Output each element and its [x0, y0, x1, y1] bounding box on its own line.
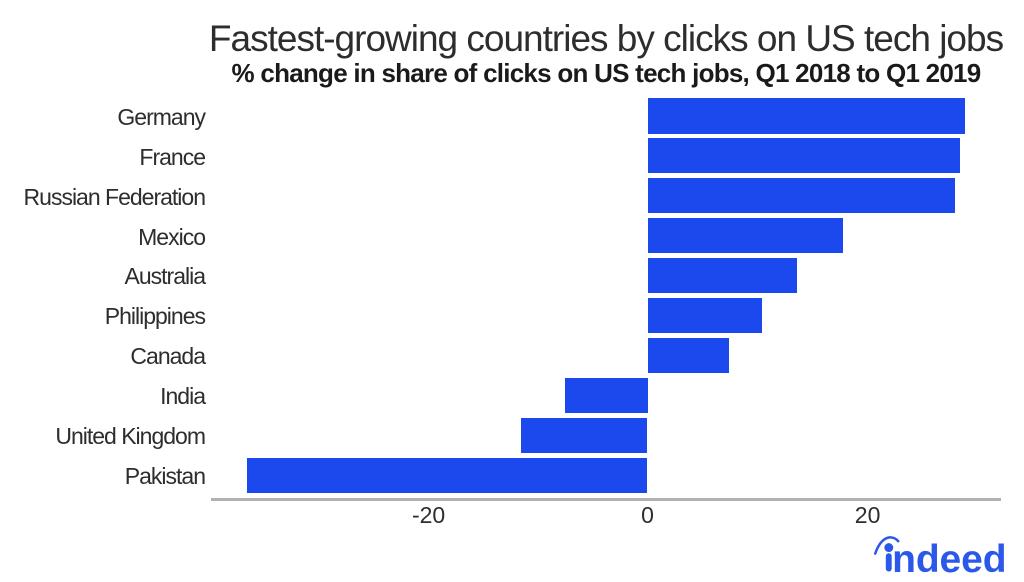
svg-text:ndeed: ndeed [892, 538, 1006, 581]
